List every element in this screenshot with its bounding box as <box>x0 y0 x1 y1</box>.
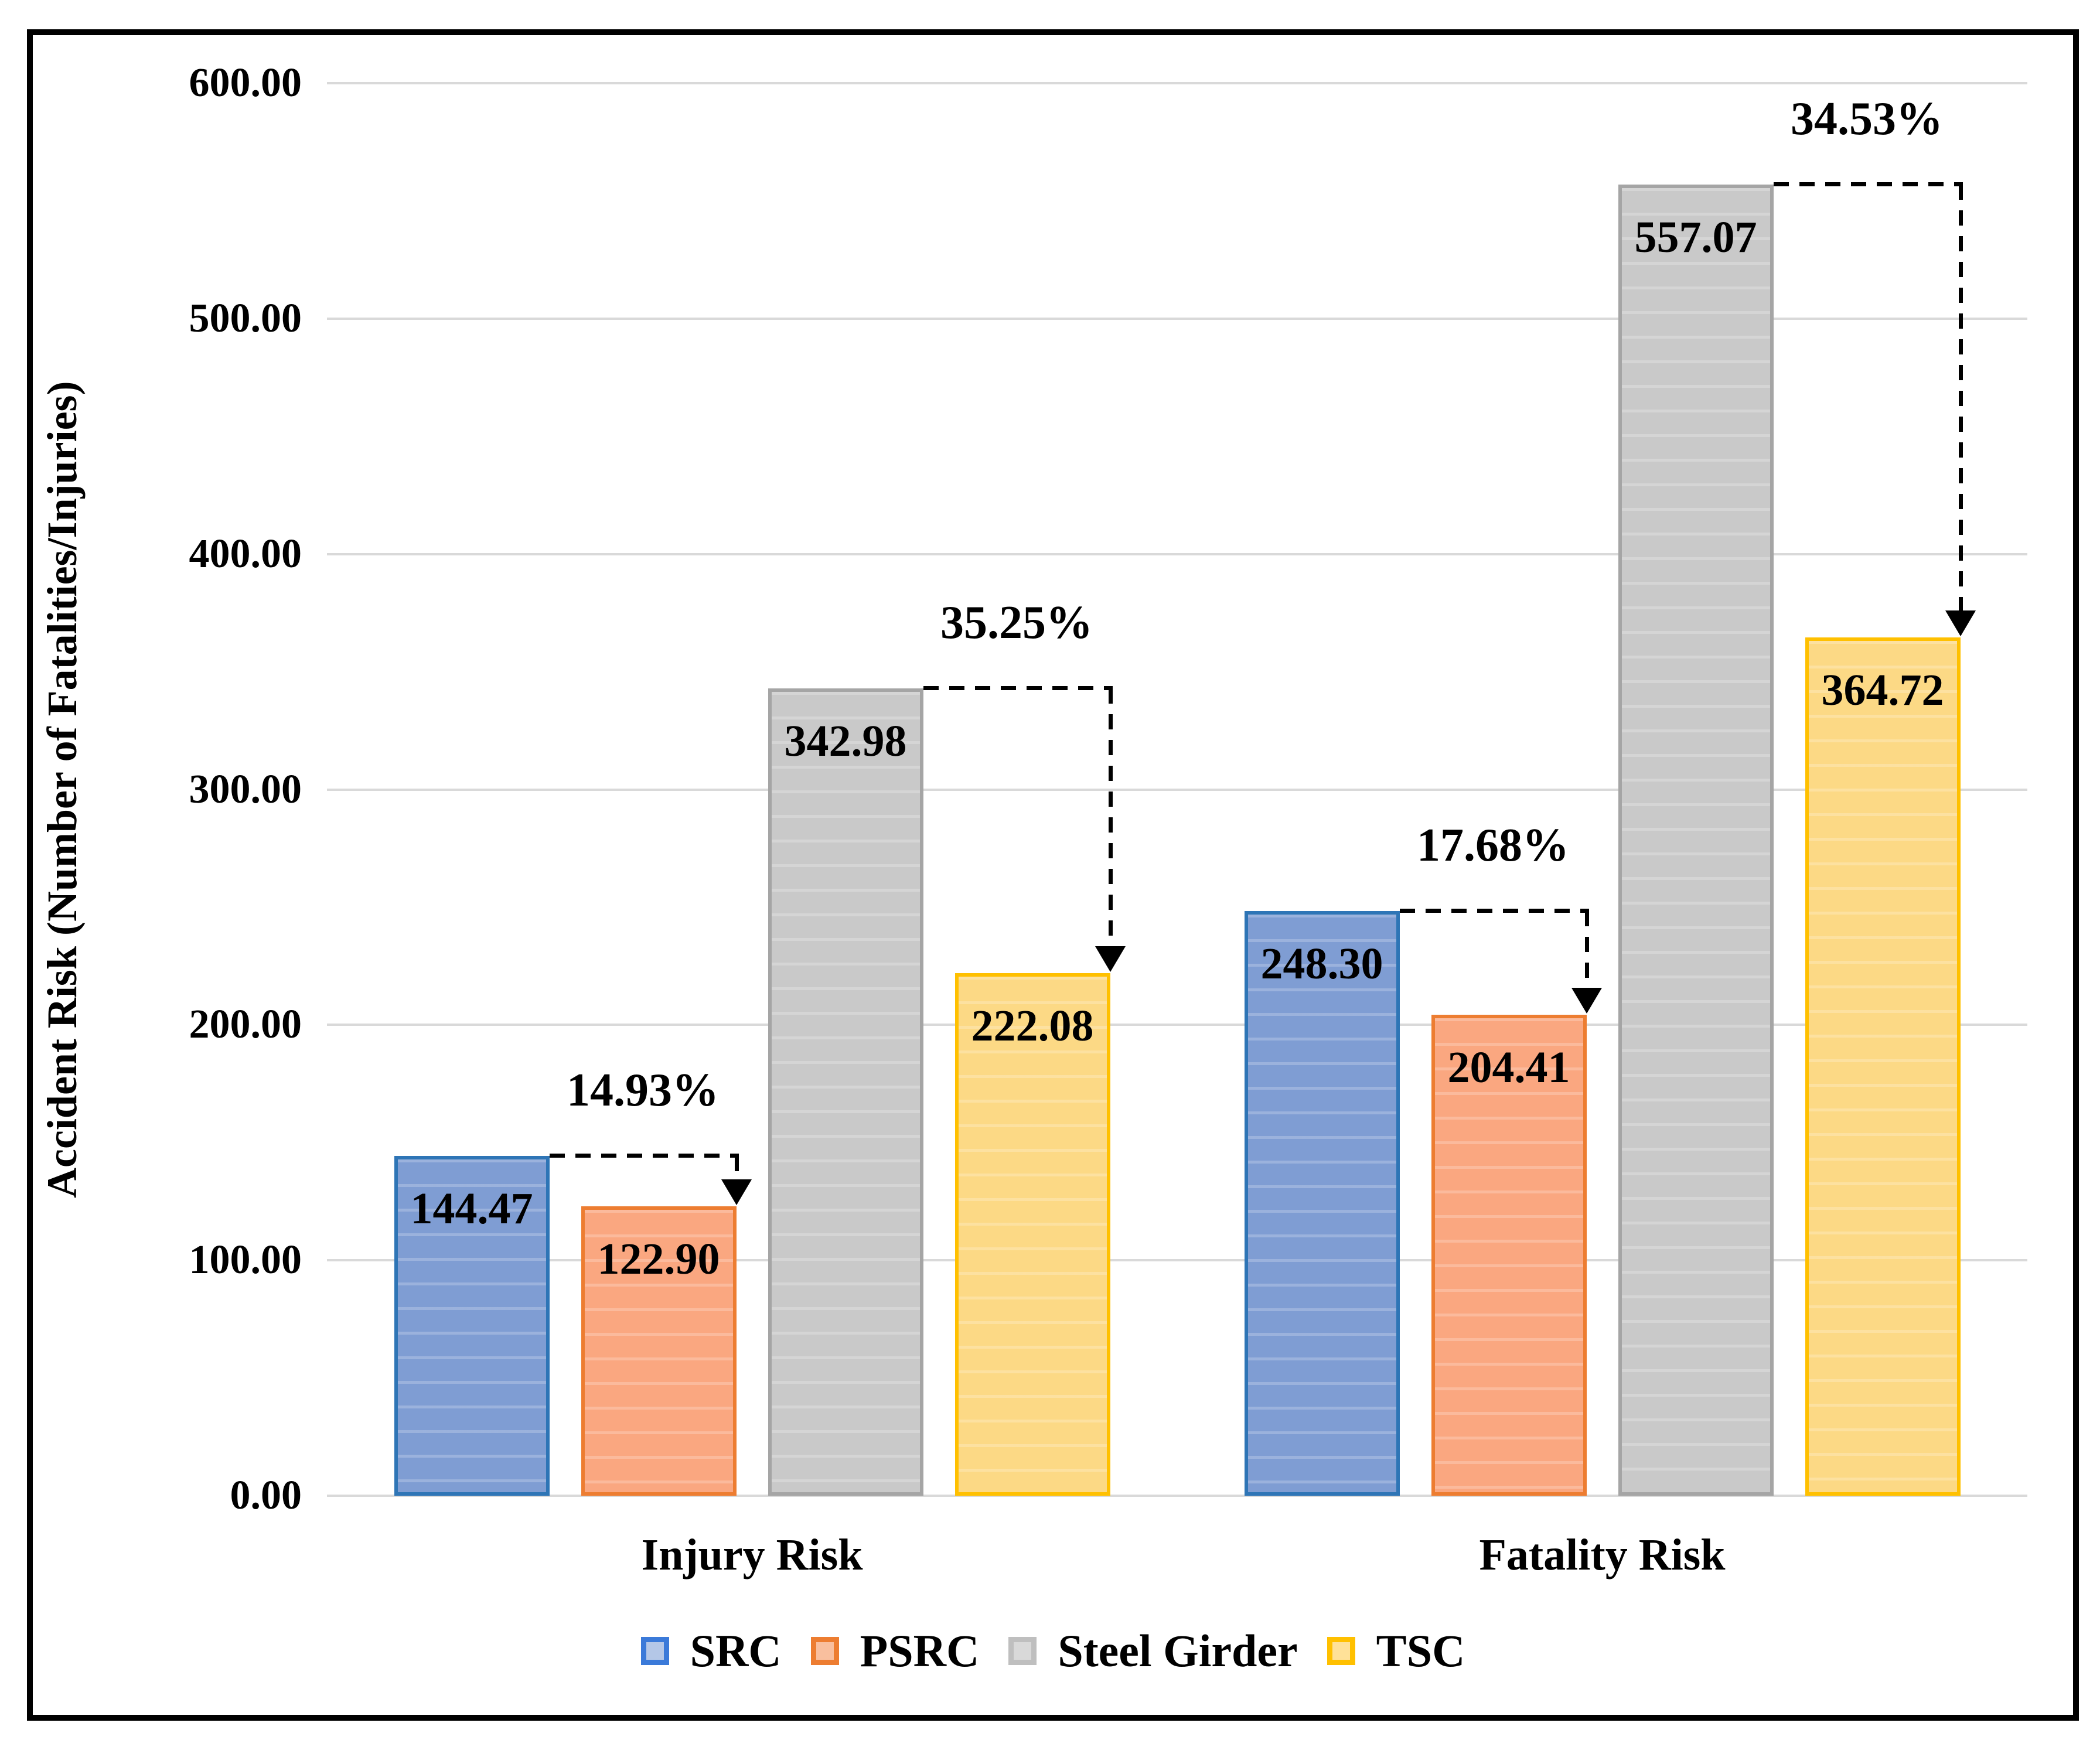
legend-marker-src <box>640 1637 669 1665</box>
bar-src-fatality-risk: 248.30 <box>1244 911 1400 1496</box>
annotation-35-25--arrowhead-icon <box>1095 946 1126 972</box>
bar-tsc-injury-risk: 222.08 <box>954 973 1110 1496</box>
annotation-17-68--arrowhead-icon <box>1571 987 1602 1014</box>
legend-marker-steel-girder <box>1008 1637 1037 1665</box>
legend-marker-tsc <box>1327 1637 1355 1665</box>
bar-psrc-fatality-risk: 204.41 <box>1431 1014 1587 1496</box>
annotation-34-53--arrowhead-icon <box>1945 610 1976 636</box>
y-tick-label-300: 300.00 <box>189 766 302 812</box>
gridline-300 <box>327 788 2027 791</box>
x-axis-label-injury-risk: Injury Risk <box>641 1530 863 1580</box>
bar-src-injury-risk: 144.47 <box>394 1155 550 1496</box>
bar-texture <box>1621 187 1770 1492</box>
gridline-200 <box>327 1024 2027 1026</box>
bar-texture <box>1247 915 1396 1492</box>
legend-marker-psrc <box>810 1637 839 1665</box>
value-label: 222.08 <box>971 1001 1094 1050</box>
annotation-14-93--dash-vertical <box>734 1155 739 1180</box>
y-tick-label-100: 100.00 <box>189 1237 302 1283</box>
gridline-100 <box>327 1259 2027 1262</box>
annotation-35-25--percent-label: 35.25% <box>940 596 1093 649</box>
y-tick-label-400: 400.00 <box>189 531 302 576</box>
legend: SRC PSRC Steel Girder TSC <box>27 1622 2079 1680</box>
legend-label-src: SRC <box>690 1625 782 1676</box>
legend-item-tsc: TSC <box>1327 1624 1465 1678</box>
bar-psrc-injury-risk: 122.90 <box>581 1206 737 1496</box>
legend-item-psrc: PSRC <box>810 1624 980 1678</box>
bar-texture <box>397 1159 546 1492</box>
legend-label-steel-girder: Steel Girder <box>1058 1625 1298 1676</box>
value-label: 248.30 <box>1260 939 1383 989</box>
value-label: 144.47 <box>410 1183 533 1233</box>
legend-label-tsc: TSC <box>1376 1625 1465 1676</box>
y-tick-label-600: 600.00 <box>189 60 302 106</box>
value-label: 342.98 <box>784 716 907 766</box>
gridline-400 <box>327 552 2027 555</box>
x-axis-label-fatality-risk: Fatality Risk <box>1479 1530 1726 1580</box>
bar-texture <box>771 691 920 1492</box>
bar-texture <box>584 1210 733 1492</box>
value-label: 204.41 <box>1447 1042 1570 1092</box>
annotation-35-25--dash-horizontal <box>923 685 1113 690</box>
value-label: 122.90 <box>597 1234 720 1284</box>
annotation-17-68--percent-label: 17.68% <box>1417 820 1569 872</box>
value-label: 364.72 <box>1821 665 1944 715</box>
legend-item-src: SRC <box>640 1624 782 1678</box>
annotation-14-93--arrowhead-icon <box>721 1179 752 1206</box>
y-tick-label-500: 500.00 <box>189 296 302 341</box>
bar-steel-girder-fatality-risk: 557.07 <box>1618 184 1774 1496</box>
bar-tsc-fatality-risk: 364.72 <box>1805 637 1961 1496</box>
gridline-0 <box>327 1495 2027 1497</box>
bar-texture <box>1434 1018 1583 1492</box>
annotation-34-53--dash-vertical <box>1958 184 1963 610</box>
gridline-600 <box>327 82 2027 85</box>
bar-texture <box>1808 640 1957 1492</box>
bar-texture <box>958 976 1107 1492</box>
legend-item-steel-girder: Steel Girder <box>1008 1624 1298 1678</box>
annotation-17-68--dash-vertical <box>1584 911 1589 988</box>
gridline-500 <box>327 318 2027 320</box>
value-label: 557.07 <box>1634 212 1757 262</box>
annotation-34-53--dash-horizontal <box>1773 182 1963 186</box>
annotation-35-25--dash-vertical <box>1108 688 1113 946</box>
y-tick-label-200: 200.00 <box>189 1002 302 1048</box>
annotation-34-53--percent-label: 34.53% <box>1791 93 1943 145</box>
annotation-14-93--percent-label: 14.93% <box>567 1064 719 1116</box>
legend-label-psrc: PSRC <box>860 1625 980 1676</box>
annotation-17-68--dash-horizontal <box>1399 909 1589 913</box>
y-tick-label-0: 0.00 <box>230 1473 302 1518</box>
annotation-14-93--dash-horizontal <box>549 1153 739 1158</box>
bar-steel-girder-injury-risk: 342.98 <box>768 688 923 1496</box>
